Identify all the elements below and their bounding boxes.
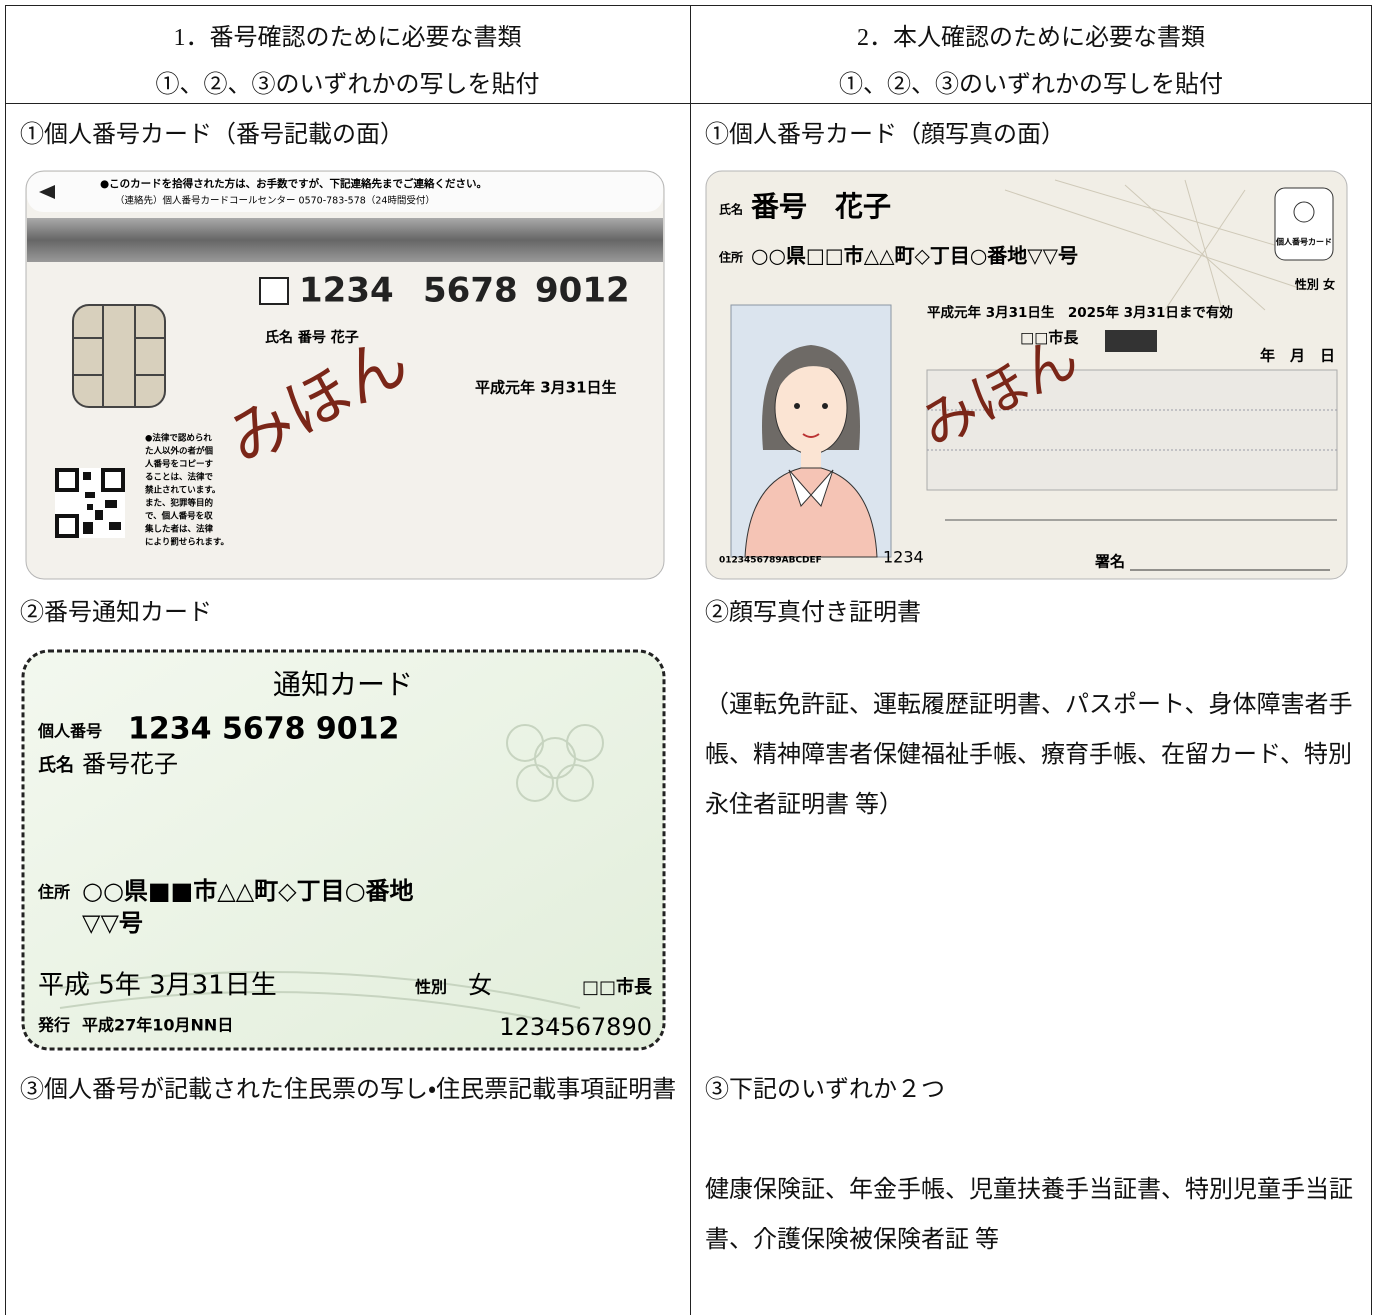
item-text: 健康保険証、年金手帳、児童扶養手当証書、特別児童手当証書、介護保険被保険者証 等: [705, 1177, 1353, 1253]
card-strip: [27, 172, 663, 212]
column-divider: [690, 5, 691, 1315]
item-label: ①個人番号カード（顔写真の面）: [705, 122, 1065, 148]
item-label: ③個人番号が記載された住民票の写し・住民票記載事項証明書: [20, 1077, 677, 1103]
warning-line: 禁止されています。: [144, 485, 220, 496]
magnetic-stripe: [27, 218, 663, 262]
logo-icon: [1293, 201, 1315, 223]
card-body: [25, 170, 665, 580]
card-title: 通知カード: [273, 668, 413, 701]
portrait: [744, 345, 878, 558]
field-label: 住所: [37, 883, 70, 902]
item-text: （運転免許証、運転履歴証明書、パスポート、身体障害者手帳、精神障害者保健福祉手帳…: [705, 692, 1353, 818]
item-label: ②番号通知カード: [20, 600, 212, 626]
header-divider: [5, 103, 1372, 104]
table-border: [5, 5, 1372, 1315]
card-name: 番号 花子: [751, 190, 891, 223]
chip-lines: [73, 305, 165, 407]
warning-line: また、犯罪等目的: [145, 498, 214, 509]
card-sex: 性別 女: [1294, 277, 1335, 292]
header-note: ①、②、③のいずれかの写しを貼付: [839, 72, 1223, 98]
warning-line: た人以外の者が個: [145, 446, 214, 457]
card-body: [21, 649, 666, 1051]
qr-code: [55, 468, 125, 538]
field-label: 氏名: [719, 202, 743, 217]
card-issue: 平成27年10月NN日: [82, 1016, 233, 1035]
card-notice: ●このカードを拾得された方は、お手数ですが、下記連絡先までご連絡ください。: [100, 177, 487, 190]
card-back-image: ●このカードを拾得された方は、お手数ですが、下記連絡先までご連絡ください。 （連…: [25, 170, 665, 580]
card-number: 9012: [535, 271, 630, 311]
remarks-lines: [927, 409, 1337, 451]
date-blank: 年 月 日: [1260, 347, 1335, 365]
logo-box: [1274, 187, 1334, 261]
card-pin: 1234: [883, 548, 924, 567]
warning-text: ●法律で認められた人以外の者が個人番号をコピーすることは、法律で禁止されています…: [144, 433, 229, 548]
header-note: ①、②、③のいずれかの写しを貼付: [155, 72, 540, 98]
ic-chip: [72, 304, 166, 408]
warning-line: で、個人番号を収: [145, 511, 213, 522]
card-number: 5678: [423, 271, 518, 311]
header-title: 1．番号確認のために必要な書類: [173, 25, 522, 51]
card-front-image: 氏名 番号 花子 住所 ○○県□□市△△町◇丁目○番地▽▽号 個人番号カード 性…: [705, 170, 1348, 580]
card-number: 1234 5678 9012: [128, 712, 399, 747]
card-logo: 個人番号カード: [1275, 237, 1332, 247]
warning-line: 集した者は、法律: [144, 524, 214, 535]
card-signature: 署名: [1094, 553, 1125, 571]
arrow-icon: [39, 185, 55, 199]
card-dates: 平成元年 3月31日生 2025年 3月31日まで有効: [927, 304, 1233, 321]
card-birth: 平成元年 3月31日生: [475, 379, 617, 397]
remarks-box: [926, 369, 1338, 491]
card-number: 1234: [299, 271, 394, 311]
field-label: 個人番号: [37, 722, 102, 741]
number-icon: [259, 277, 289, 305]
warning-line: により罰せられます。: [145, 537, 229, 548]
card-mayor: □□市長: [582, 976, 653, 998]
field-label: 性別: [415, 978, 447, 997]
card-pattern: [1004, 179, 1326, 321]
card-address: ○○県■■市△△町◇丁目○番地: [82, 877, 414, 905]
card-sex: 女: [468, 971, 492, 999]
notice-card-image: 通知カード 個人番号 1234 5678 9012 氏名 番号花子 住所 ○○県…: [21, 649, 666, 1051]
field-label: 発行: [37, 1016, 70, 1035]
item-label: ①個人番号カード（番号記載の面）: [20, 122, 404, 148]
card-name: 氏名 番号 花子: [265, 329, 359, 346]
field-label: 氏名: [38, 754, 74, 776]
card-notice: （連絡先）個人番号カードコールセンター 0570-783-578（24時間受付）: [115, 195, 435, 207]
warning-line: 人番号をコピーす: [144, 459, 214, 470]
card-mayor: □□市長: [1020, 329, 1079, 347]
warning-line: ることは、法律で: [145, 472, 214, 483]
card-birth: 平成 5年 3月31日生: [38, 971, 277, 1001]
card-address: ▽▽号: [82, 909, 143, 937]
warning-line: ●法律で認められ: [145, 433, 212, 444]
flower-pattern: [59, 724, 604, 1029]
item-label: ③下記のいずれか２つ: [705, 1077, 945, 1103]
item-label: ②顔写真付き証明書: [705, 600, 921, 626]
header-title: 2．本人確認のために必要な書類: [857, 25, 1205, 51]
field-label: 住所: [718, 250, 743, 265]
card-code: 1234567890: [499, 1013, 652, 1041]
card-serial: 0123456789ABCDEF: [719, 556, 822, 566]
card-address: ○○県□□市△△町◇丁目○番地▽▽号: [751, 244, 1078, 268]
seal: [1105, 330, 1157, 352]
card-name: 番号花子: [82, 750, 178, 778]
